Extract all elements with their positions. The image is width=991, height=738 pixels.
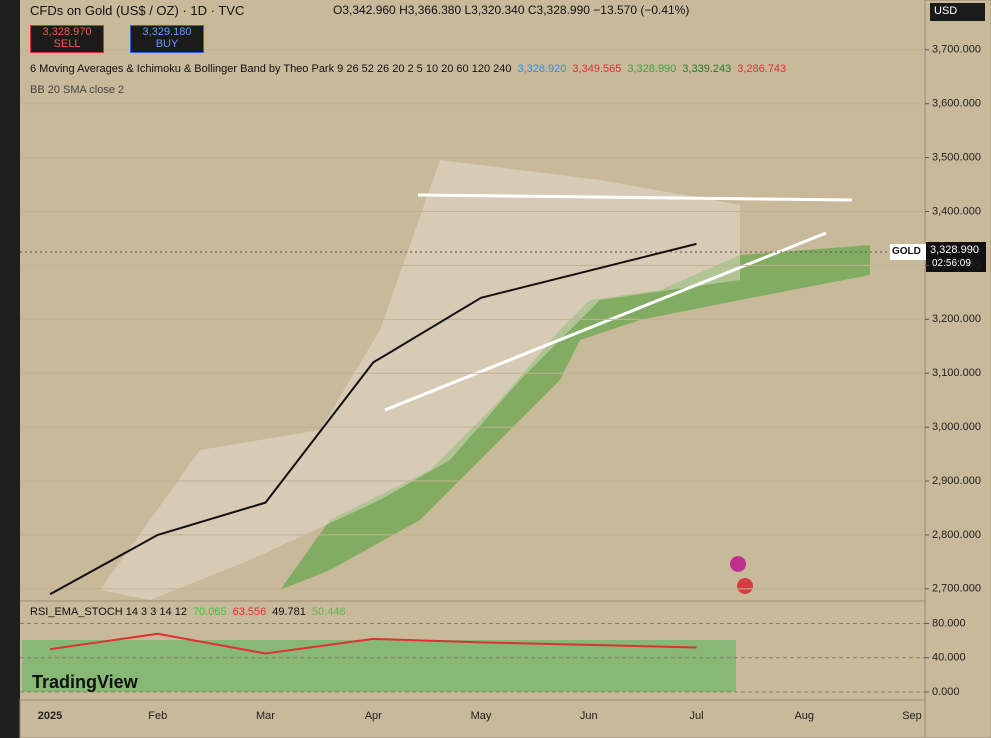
y-tick-label: 2,700.000 bbox=[932, 583, 981, 595]
sell-button[interactable]: 3,328.970 SELL bbox=[30, 25, 104, 53]
y-tick-label: 0.000 bbox=[932, 686, 960, 698]
buy-button[interactable]: 3,329.180 BUY bbox=[130, 25, 204, 53]
buy-price: 3,329.180 bbox=[142, 26, 192, 38]
high: H3,366.380 bbox=[399, 3, 462, 17]
indicator-value: 3,328.920 bbox=[517, 63, 567, 75]
event-icon bbox=[730, 556, 746, 572]
gold-label: GOLD bbox=[892, 246, 921, 257]
price-tag bbox=[926, 242, 986, 272]
sell-label: SELL bbox=[53, 38, 81, 50]
series-line bbox=[49, 242, 697, 596]
x-tick-label: Apr bbox=[365, 710, 382, 722]
price-axis bbox=[924, 0, 991, 738]
currency[interactable]: USD bbox=[930, 3, 985, 21]
x-tick-label: Aug bbox=[794, 710, 814, 722]
indicator-value: 50.448 bbox=[311, 606, 346, 618]
time-axis bbox=[19, 699, 926, 738]
x-tick-label: 2025 bbox=[38, 710, 62, 722]
y-tick-label: 3,100.000 bbox=[932, 367, 981, 379]
support-line bbox=[384, 231, 827, 412]
symbol: CFDs on Gold (US$ / OZ) · 1D · TVC bbox=[30, 3, 245, 18]
source: TVC bbox=[218, 3, 245, 18]
ma-title: 6 Moving Averages & Ichimoku & Bollinger… bbox=[30, 63, 512, 75]
indicator-value: 49.781 bbox=[272, 606, 306, 618]
low: L3,320.340 bbox=[464, 3, 525, 17]
ma-legend: 6 Moving Averages & Ichimoku & Bollinger… bbox=[30, 63, 786, 75]
x-tick-label: Mar bbox=[256, 710, 275, 722]
buy-label: BUY bbox=[155, 38, 179, 50]
y-tick-label: 40.000 bbox=[932, 652, 966, 664]
indicator-value: 63.556 bbox=[232, 606, 267, 618]
indicator-value: 3,339.243 bbox=[682, 63, 732, 75]
y-tick-label: 3,000.000 bbox=[932, 421, 981, 433]
x-tick-label: Feb bbox=[148, 710, 167, 722]
y-tick-label: 3,200.000 bbox=[932, 313, 981, 325]
gold-tag bbox=[890, 244, 926, 260]
y-tick-label: 3,300.000 bbox=[932, 259, 981, 271]
y-tick-label: 2,900.000 bbox=[932, 475, 981, 487]
x-tick-label: Jul bbox=[689, 710, 703, 722]
countdown: 02:56:09 bbox=[932, 258, 971, 269]
change: −13.570 (−0.41%) bbox=[593, 3, 690, 17]
y-tick-label: 3,500.000 bbox=[932, 152, 981, 164]
last-price: 3,328.990 bbox=[930, 244, 979, 256]
indicator-value: 3,286.743 bbox=[737, 63, 787, 75]
ohlc: O3,342.960 H3,366.380 L3,320.340 C3,328.… bbox=[333, 3, 689, 17]
sell-price: 3,328.970 bbox=[42, 26, 92, 38]
resistance-line bbox=[417, 193, 853, 202]
indicator-value: 3,328.990 bbox=[627, 63, 677, 75]
indicator-value: 70.065 bbox=[192, 606, 227, 618]
series-line bbox=[49, 632, 697, 655]
x-tick-label: Sep bbox=[902, 710, 922, 722]
y-tick-label: 80.000 bbox=[932, 617, 966, 629]
bb-legend: BB 20 SMA close 2 bbox=[30, 84, 125, 96]
y-tick-label: 3,400.000 bbox=[932, 205, 981, 217]
brand: TradingView bbox=[32, 672, 138, 692]
x-tick-label: May bbox=[471, 710, 492, 722]
symbol-name: CFDs on Gold (US$ / OZ) bbox=[30, 3, 179, 18]
open: O3,342.960 bbox=[333, 3, 396, 17]
toolbar bbox=[0, 0, 20, 738]
x-tick-label: Jun bbox=[580, 710, 598, 722]
y-tick-label: 3,600.000 bbox=[932, 98, 981, 110]
y-tick-label: 3,700.000 bbox=[932, 44, 981, 56]
close: C3,328.990 bbox=[527, 3, 590, 17]
ichimoku-cloud bbox=[280, 245, 870, 590]
bollinger-band bbox=[100, 160, 740, 600]
interval: 1D bbox=[190, 3, 207, 18]
y-tick-label: 2,800.000 bbox=[932, 529, 981, 541]
rsi-fill bbox=[22, 640, 736, 692]
rsi-legend: RSI_EMA_STOCH 14 3 3 14 12 70.065 63.556 49… bbox=[30, 606, 346, 618]
flag-icon bbox=[737, 578, 753, 594]
indicator-value: 3,349.565 bbox=[572, 63, 622, 75]
rsi-title: RSI_EMA_STOCH 14 3 3 14 12 bbox=[30, 606, 187, 618]
